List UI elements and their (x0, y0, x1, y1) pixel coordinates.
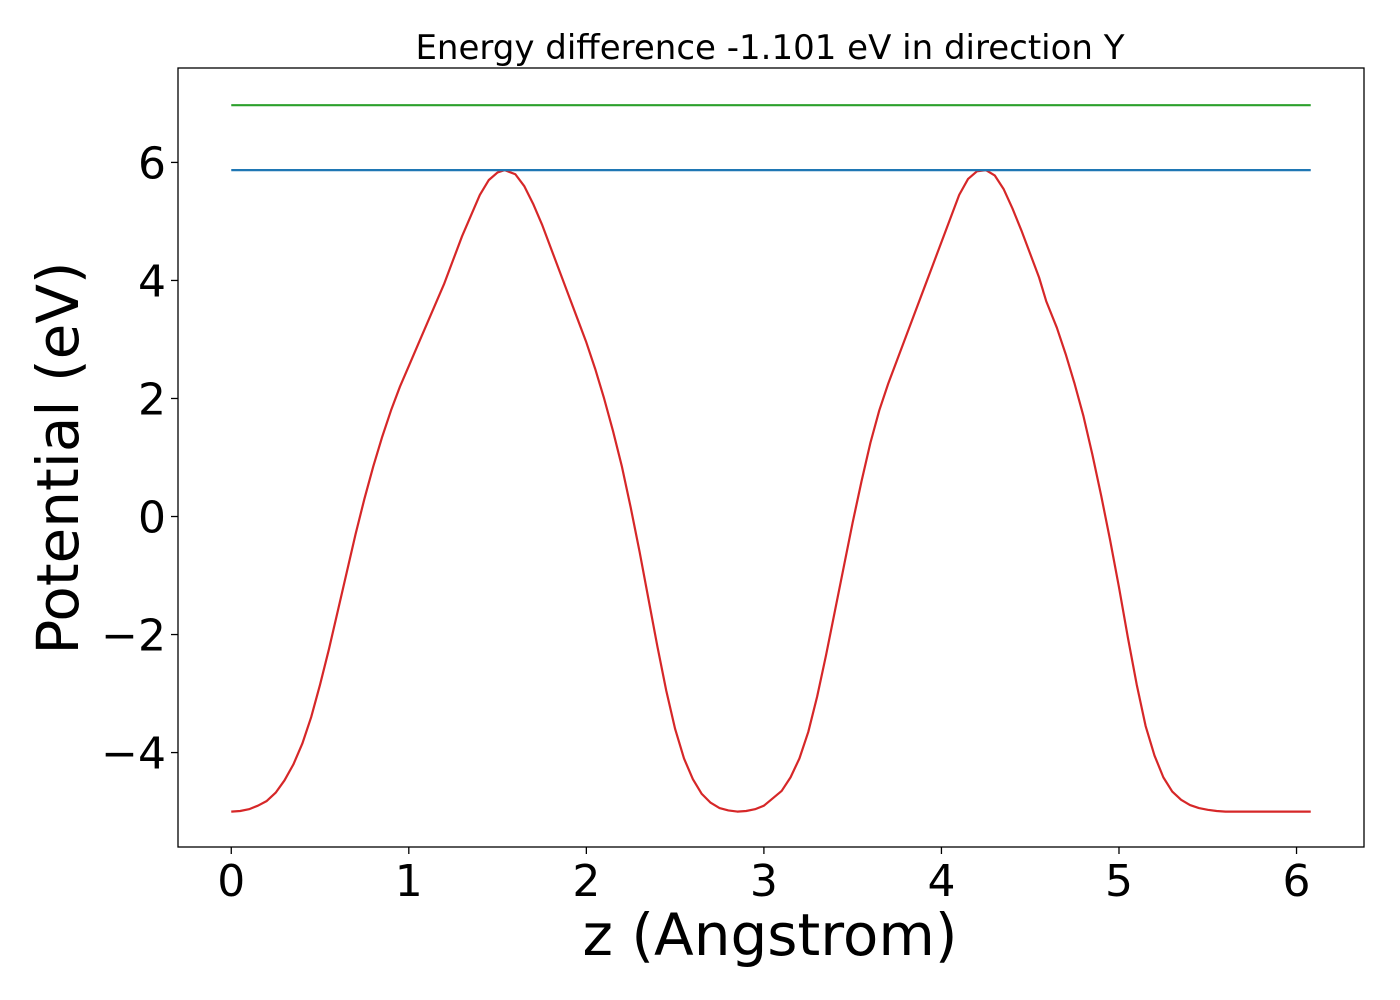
y-tick-label: −2 (101, 611, 166, 662)
chart-title: Energy difference -1.101 eV in direction… (415, 28, 1124, 68)
x-tick-label: 1 (395, 856, 423, 907)
series-line-1 (231, 169, 1311, 813)
x-tick-label: 6 (1283, 856, 1311, 907)
x-tick-label: 4 (927, 856, 955, 907)
x-tick-label: 0 (217, 856, 245, 907)
y-tick-label: −4 (101, 729, 166, 780)
y-axis-label: Potential (eV) (24, 261, 92, 654)
axes-frame (177, 67, 1365, 848)
y-tick-label: 6 (138, 138, 166, 189)
y-axis: −4 −2 0 2 4 6 (101, 138, 178, 780)
x-tick-label: 5 (1105, 856, 1133, 907)
x-axis: 0 1 2 3 4 5 6 (217, 847, 1311, 907)
x-tick-label: 3 (750, 856, 778, 907)
x-axis-label: z (Angstrom) (583, 901, 958, 969)
y-tick-label: 0 (138, 493, 166, 544)
y-tick-label: 2 (138, 374, 166, 425)
y-tick-label: 4 (138, 256, 166, 307)
x-tick-label: 2 (572, 856, 600, 907)
plot-area (231, 104, 1311, 813)
